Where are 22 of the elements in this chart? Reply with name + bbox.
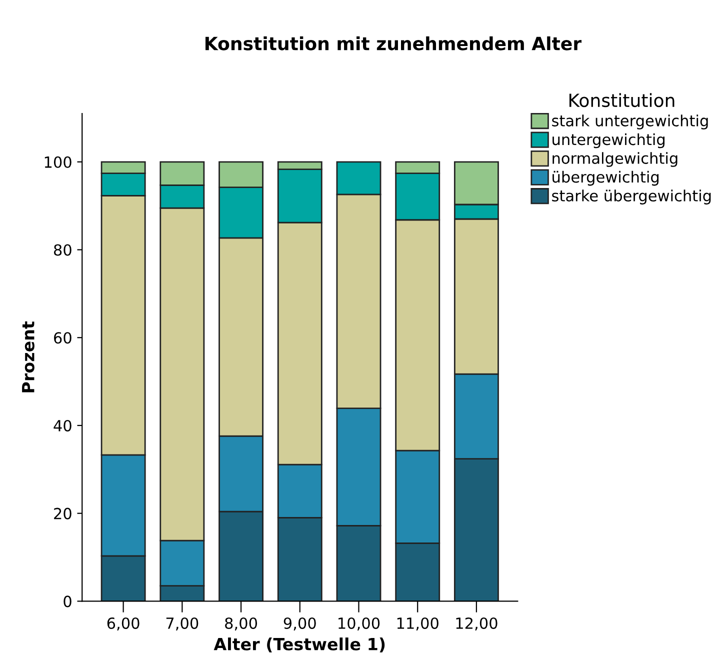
x-tick-label: 9,00: [284, 617, 316, 631]
legend-title: Konstitution: [569, 93, 674, 108]
x-tick-label: 10,00: [338, 617, 380, 631]
x-tick-label: 11,00: [397, 617, 438, 631]
y-axis-title: Prozent: [22, 321, 34, 392]
legend-label: starke übergewichtig: [552, 190, 711, 204]
legend-label: normalgewichtig: [552, 152, 678, 167]
chart-title: Konstitution mit zunehmendem Alter: [206, 36, 582, 50]
y-tick-label: 60: [54, 332, 72, 344]
legend-label: untergewichtig: [552, 133, 664, 148]
x-tick-label: 12,00: [456, 617, 498, 631]
x-tick-label: 7,00: [166, 617, 198, 631]
y-tick-label: 80: [54, 244, 72, 256]
y-tick-label: 40: [54, 420, 72, 432]
x-tick-label: 8,00: [225, 617, 258, 631]
y-tick-label: 20: [54, 508, 72, 520]
y-tick-label: 100: [44, 156, 72, 168]
x-tick-label: 6,00: [107, 617, 140, 631]
x-axis-title: Alter (Testwelle 1): [214, 638, 385, 652]
y-tick-label: 0: [64, 596, 72, 608]
legend-label: übergewichtig: [552, 170, 659, 186]
legend-label: stark untergewichtig: [552, 114, 708, 130]
